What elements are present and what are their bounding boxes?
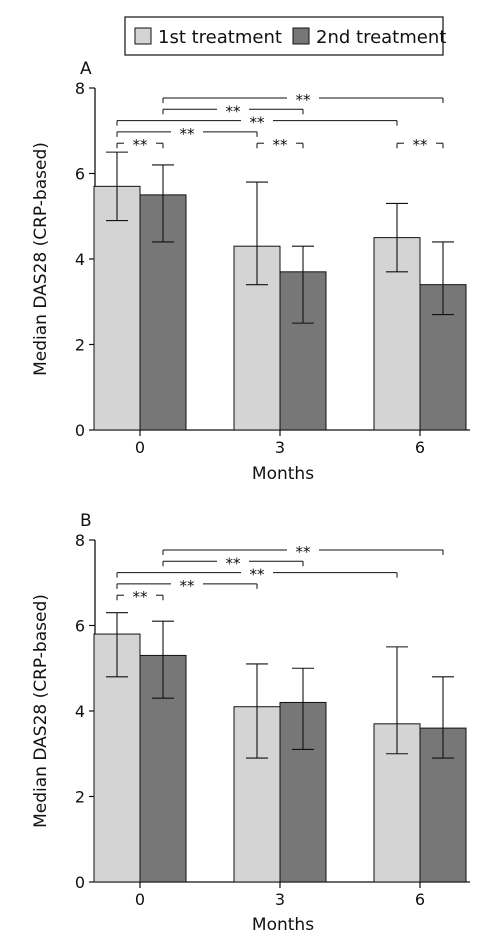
- significance-bracket: **: [162, 543, 444, 561]
- significance-label: **: [226, 102, 242, 120]
- legend-label-1: 1st treatment: [158, 27, 282, 48]
- significance-label: **: [296, 91, 312, 109]
- legend-swatch-1: [134, 27, 152, 45]
- significance-bracket: **: [162, 554, 304, 572]
- significance-label: **: [226, 554, 242, 572]
- x-tick-label: 0: [135, 890, 145, 909]
- x-axis-label: Months: [252, 915, 314, 935]
- plot-area-a: 0 2 4 6 8 0 3 6 ** ** ** ** ** ** **: [75, 79, 470, 457]
- significance-label: **: [296, 543, 312, 561]
- significance-bracket: **: [116, 588, 164, 606]
- significance-bracket: **: [162, 102, 304, 120]
- significance-label: **: [413, 136, 429, 154]
- significance-label: **: [273, 136, 289, 154]
- significance-bracket: **: [116, 125, 258, 143]
- y-tick-label: 0: [75, 421, 85, 440]
- significance-bracket: **: [256, 136, 304, 154]
- legend-swatch-2: [292, 27, 310, 45]
- y-tick-label: 8: [75, 531, 85, 550]
- significance-label: **: [180, 577, 196, 595]
- x-axis-label: Months: [252, 464, 314, 484]
- y-tick-label: 0: [75, 873, 85, 892]
- x-tick-label: 3: [275, 438, 285, 457]
- y-axis-label: Median DAS28 (CRP-based): [31, 594, 51, 828]
- significance-bracket: **: [116, 114, 398, 132]
- significance-bracket: **: [396, 136, 444, 154]
- y-tick-label: 6: [75, 165, 85, 184]
- y-tick-label: 4: [75, 702, 85, 721]
- plot-area-b: 0 2 4 6 8 0 3 6 ** ** ** ** **: [75, 531, 470, 909]
- panel-b: B Median DAS28 (CRP-based) Months 024680…: [31, 511, 470, 935]
- legend-frame: [124, 16, 444, 56]
- x-tick-label: 3: [275, 890, 285, 909]
- y-tick-label: 2: [75, 336, 85, 355]
- legend-label-2: 2nd treatment: [316, 27, 446, 48]
- significance-label: **: [180, 125, 196, 143]
- significance-label: **: [133, 136, 149, 154]
- y-tick-label: 2: [75, 788, 85, 807]
- significance-label: **: [250, 566, 266, 584]
- significance-label: **: [250, 114, 266, 132]
- y-tick-label: 4: [75, 250, 85, 269]
- y-tick-label: 6: [75, 617, 85, 636]
- x-tick-label: 6: [415, 890, 425, 909]
- legend: 1st treatment 2nd treatment: [124, 16, 446, 56]
- x-tick-label: 0: [135, 438, 145, 457]
- significance-bracket: **: [116, 136, 164, 154]
- x-tick-label: 6: [415, 438, 425, 457]
- panel-label: B: [80, 511, 92, 531]
- panel-label: A: [80, 59, 92, 79]
- bar: [93, 185, 141, 431]
- y-tick-label: 8: [75, 79, 85, 98]
- significance-bracket: **: [116, 577, 258, 595]
- y-axis-label: Median DAS28 (CRP-based): [31, 142, 51, 376]
- significance-label: **: [133, 588, 149, 606]
- significance-bracket: **: [162, 91, 444, 109]
- panel-a: A Median DAS28 (CRP-based) Months 024680…: [31, 59, 470, 484]
- significance-bracket: **: [116, 566, 398, 584]
